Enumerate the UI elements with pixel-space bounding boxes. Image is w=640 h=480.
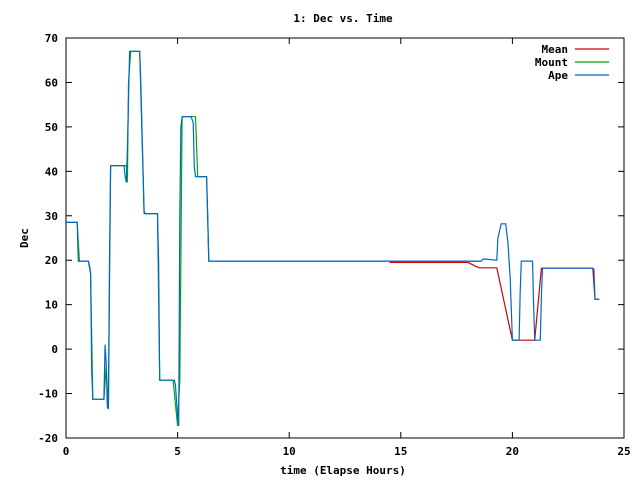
x-tick-label: 10	[283, 445, 296, 458]
axis-ticks: 0 5 10 15 20 25 -20 -10 0 10 20 30 40 50 60 70	[38, 32, 631, 458]
y-tick-label: 70	[45, 32, 58, 45]
legend-label-mount: Mount	[535, 56, 568, 69]
legend-label-mean: Mean	[542, 43, 569, 56]
y-tick-label: 40	[45, 165, 58, 178]
x-tick-label: 0	[63, 445, 70, 458]
series-line-mean	[389, 261, 600, 341]
y-axis-label: Dec	[18, 228, 31, 248]
x-axis-label: time (Elapse Hours)	[280, 464, 406, 477]
y-tick-label: -10	[38, 388, 58, 401]
legend-label-ape: Ape	[548, 69, 568, 82]
y-tick-label: 20	[45, 254, 58, 267]
y-tick-label: 30	[45, 210, 58, 223]
x-tick-label: 20	[506, 445, 519, 458]
y-tick-label: 50	[45, 121, 58, 134]
x-tick-label: 15	[394, 445, 407, 458]
x-tick-label: 5	[174, 445, 181, 458]
chart-title: 1: Dec vs. Time	[293, 12, 393, 25]
y-tick-label: 10	[45, 299, 58, 312]
x-tick-label: 25	[617, 445, 630, 458]
y-tick-label: -20	[38, 432, 58, 445]
series-group	[66, 50, 600, 427]
series-line-ape	[66, 50, 600, 427]
plot-frame	[65, 37, 625, 439]
y-tick-label: 60	[45, 76, 58, 89]
y-tick-label: 0	[51, 343, 58, 356]
